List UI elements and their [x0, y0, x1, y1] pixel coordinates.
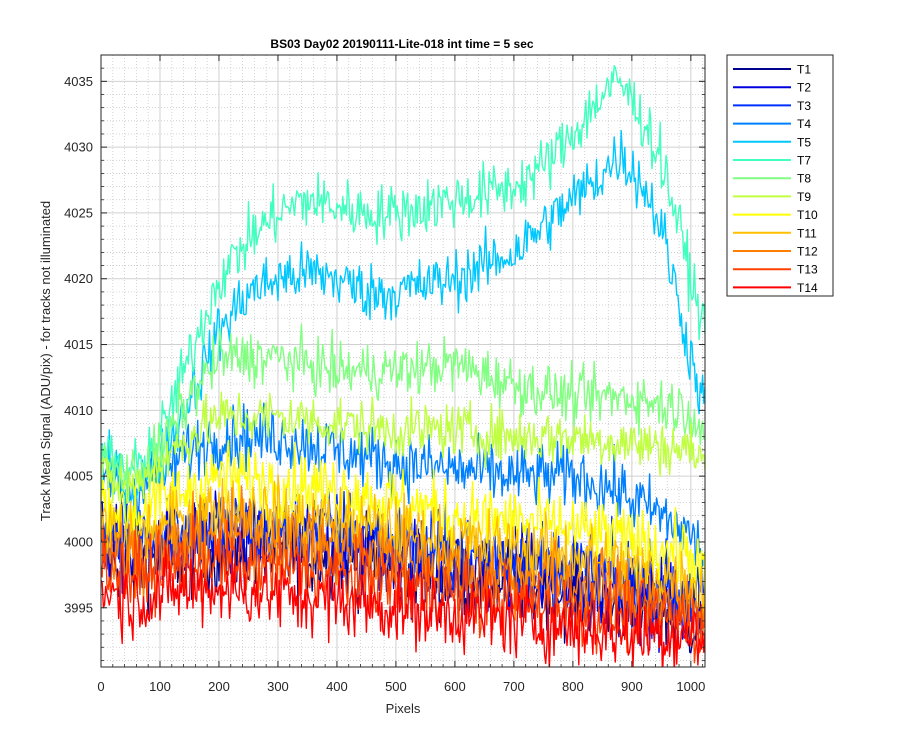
- y-tick-labels: 3995 4000 4005 4010 4015 4020 4025 4030 4035: [64, 74, 93, 615]
- legend-label-t7: T7: [797, 154, 811, 168]
- series-line-t9: [101, 391, 705, 505]
- legend: T1 T2 T3 T4 T5 T7 T8 T9 T10 T11 T12 T13 T14: [726, 54, 834, 297]
- legend-entries: T1 T2 T3 T4 T5 T7 T8 T9 T10 T11 T12 T13 T14: [733, 63, 818, 295]
- y-tick-label: 4025: [64, 205, 93, 220]
- y-tick-label: 4035: [64, 74, 93, 89]
- series-line-t7: [101, 64, 705, 487]
- y-axis-label: Track Mean Signal (ADU/pix) - for tracks…: [38, 201, 53, 521]
- legend-label-t12: T12: [797, 245, 818, 259]
- series-layer: [101, 64, 705, 667]
- y-tick-label: 3995: [64, 600, 93, 615]
- chart-title: BS03 Day02 20190111-Lite-018 int time = …: [270, 37, 533, 51]
- y-tick-label: 4030: [64, 140, 93, 155]
- y-tick-label: 4010: [64, 403, 93, 418]
- series-line-t8: [101, 323, 705, 503]
- legend-label-t9: T9: [797, 190, 811, 204]
- x-tick-label: 900: [621, 679, 643, 694]
- axes-box: [100, 54, 706, 668]
- y-tick-label: 4020: [64, 271, 93, 286]
- x-tick-labels: 0 100 200 300 400 500 600 700 800 900 1000: [97, 679, 705, 694]
- legend-label-t13: T13: [797, 263, 818, 277]
- x-tick-label: 0: [97, 679, 104, 694]
- x-axis-label: Pixels: [386, 701, 421, 716]
- y-tick-label: 4015: [64, 337, 93, 352]
- y-tick-label: 4000: [64, 534, 93, 549]
- series-line-t5: [101, 129, 705, 524]
- legend-label-t14: T14: [797, 281, 818, 295]
- legend-label-t2: T2: [797, 81, 811, 95]
- plot-area: 0 100 200 300 400 500 600 700 800 900 1000 3995 400…: [64, 54, 706, 694]
- x-tick-label: 400: [326, 679, 348, 694]
- x-tick-label: 500: [385, 679, 407, 694]
- legend-label-t4: T4: [797, 117, 811, 131]
- legend-label-t3: T3: [797, 99, 811, 113]
- legend-label-t11: T11: [797, 226, 817, 240]
- x-tick-label: 1000: [676, 679, 705, 694]
- series-line-t10: [101, 439, 705, 598]
- x-tick-label: 200: [208, 679, 230, 694]
- x-tick-label: 100: [149, 679, 171, 694]
- legend-label-t5: T5: [797, 135, 811, 149]
- x-tick-label: 600: [444, 679, 466, 694]
- series-line-t12: [101, 485, 705, 637]
- x-tick-label: 800: [562, 679, 584, 694]
- x-tick-label: 700: [503, 679, 525, 694]
- legend-box: [726, 54, 834, 297]
- legend-label-t1: T1: [797, 63, 811, 77]
- legend-label-t8: T8: [797, 172, 811, 186]
- legend-label-t10: T10: [797, 208, 818, 222]
- x-tick-label: 300: [267, 679, 289, 694]
- tick-marks: [100, 54, 705, 667]
- y-tick-label: 4005: [64, 469, 93, 484]
- series-line-t14: [101, 546, 705, 667]
